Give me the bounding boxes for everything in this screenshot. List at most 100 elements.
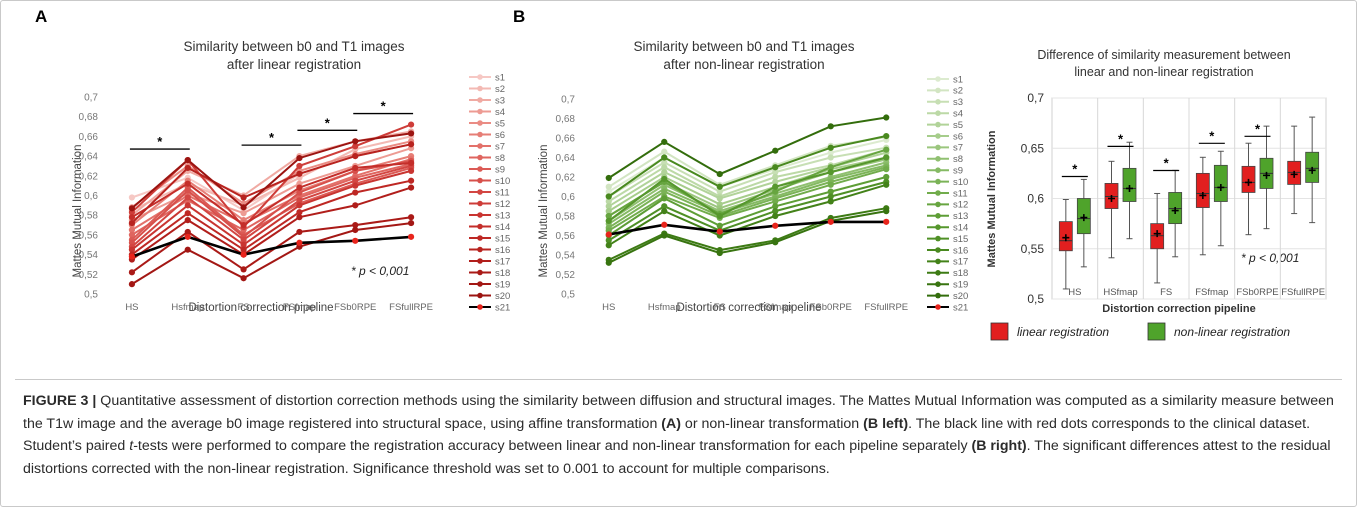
chart-a-legend-label-s14: s14 xyxy=(495,222,510,233)
chart-b-data-point-s2 xyxy=(605,183,612,190)
chart-a-y-tick-label: 0,56 xyxy=(79,230,99,241)
chart-b-data-point-s19 xyxy=(716,249,723,257)
chart-b-legend-marker-s6 xyxy=(935,133,941,139)
chart-a-y-tick-label: 0,68 xyxy=(79,112,99,123)
boxplot-nonlinear-HSfmap-mean-marker xyxy=(1126,184,1133,192)
chart-b-legend-label-s17: s17 xyxy=(953,257,968,268)
boxplot-nonlinear-FSfullRPE-mean-marker xyxy=(1308,166,1316,174)
boxplot-y-tick-label: 0,7 xyxy=(1027,91,1044,105)
chart-a-data-point-s13 xyxy=(407,167,415,174)
chart-b-data-point-s12 xyxy=(772,188,779,195)
chart-a-legend-label-s11: s11 xyxy=(495,187,510,198)
chart-b-series-line-s20 xyxy=(608,116,887,179)
boxplot-x-tick-label: HS xyxy=(1068,287,1081,298)
chart-a-series-line-s10 xyxy=(131,160,412,244)
chart-a-data-point-s16 xyxy=(296,170,303,177)
chart-b-legend-label-s2: s2 xyxy=(953,86,963,97)
chart-a-series-line-s15 xyxy=(131,179,412,256)
chart-b-data-point-s17 xyxy=(605,242,612,249)
caption-text-4: -tests were performed to compare the reg… xyxy=(133,438,972,454)
chart-a-data-point-s7 xyxy=(128,226,136,234)
chart-a-y-tick-label: 0,64 xyxy=(79,152,99,163)
chart-a-legend-marker-s9 xyxy=(477,166,483,172)
chart-b-data-point-s20 xyxy=(772,147,779,154)
chart-b-data-point-s12 xyxy=(883,146,890,153)
boxplot-x-tick-label: FS xyxy=(1160,287,1172,298)
chart-b-x-tick-label: FSfullRPE xyxy=(864,302,908,313)
chart-a-data-point-s12 xyxy=(407,121,415,128)
boxplot-title-line-1: Difference of similarity measurement bet… xyxy=(1037,48,1290,62)
chart-a-data-point-s10 xyxy=(296,189,303,196)
chart-a-legend-label-s10: s10 xyxy=(495,176,510,187)
chart-b-data-point-s17 xyxy=(827,198,834,205)
chart-a-series-line-s11 xyxy=(131,164,412,248)
chart-b-right-boxplot: Difference of similarity measurement bet… xyxy=(986,48,1327,341)
chart-b-data-point-s15 xyxy=(827,193,834,200)
chart-b-data-point-s4 xyxy=(772,173,779,181)
chart-b-data-point-s21 xyxy=(661,221,668,228)
chart-a-data-point-s10 xyxy=(184,187,191,194)
chart-b-data-point-s16 xyxy=(772,164,779,171)
boxplot-x-tick-label: HSfmap xyxy=(1103,287,1137,298)
chart-b-y-tick-label: 0,6 xyxy=(561,192,575,203)
chart-a-data-point-s21 xyxy=(296,239,303,246)
boxplot-x-tick-label: FSfullRPE xyxy=(1281,287,1325,298)
boxplot-linear-FSb0RPE-mean-marker xyxy=(1245,178,1252,186)
chart-b-legend: s1s2s3s4s5s6s7s8s9s10s11s12s13s14s15s16s… xyxy=(927,74,968,313)
chart-b-legend-marker-s8 xyxy=(935,156,941,162)
chart-a-data-point-s19 xyxy=(352,226,359,234)
boxplot-linear-FSfullRPE-mean-marker xyxy=(1290,170,1298,178)
chart-b-legend-marker-s20 xyxy=(935,292,941,299)
chart-a-legend-marker-s8 xyxy=(477,154,483,161)
chart-a-data-point-s14 xyxy=(407,159,415,167)
chart-b-data-point-s3 xyxy=(661,159,668,166)
chart-a-data-point-s14 xyxy=(352,164,359,172)
boxplot-nonlinear-FSfmap-box xyxy=(1213,164,1228,202)
chart-b-legend-label-s14: s14 xyxy=(953,223,968,234)
chart-b-series-line-s10 xyxy=(608,166,887,229)
chart-a-series-line-s17 xyxy=(131,186,412,261)
chart-b-series-line-s16 xyxy=(608,135,887,198)
chart-a-y-tick-label: 0,7 xyxy=(84,93,98,104)
chart-a-data-point-s14 xyxy=(184,180,191,187)
chart-b-data-point-s5 xyxy=(772,178,779,185)
chart-a-x-tick-label: FSfullRPE xyxy=(389,302,433,313)
boxplot-x-tick-label: FSb0RPE xyxy=(1236,287,1278,298)
chart-a-data-point-s21 xyxy=(240,251,247,258)
chart-b-data-point-s6 xyxy=(605,208,612,215)
chart-a-data-point-s21 xyxy=(184,233,191,240)
chart-b-series-line-s17 xyxy=(608,183,887,247)
chart-a-data-point-s15 xyxy=(296,209,303,216)
chart-b-legend-label-s10: s10 xyxy=(953,177,968,188)
chart-a-data-point-s14 xyxy=(128,214,136,221)
chart-a-data-point-s19 xyxy=(128,281,136,288)
chart-b-data-point-s15 xyxy=(605,237,612,244)
figure-caption: FIGURE 3 | Quantitative assessment of di… xyxy=(23,390,1339,480)
chart-b-series-line-s18 xyxy=(608,207,887,261)
chart-b-series-line-s19 xyxy=(608,210,887,264)
chart-a-data-point-s15 xyxy=(407,177,415,184)
chart-a-legend-marker-s14 xyxy=(477,223,483,230)
chart-a-significance-star: * xyxy=(325,115,331,130)
chart-a-series-line-s21 xyxy=(131,235,412,258)
chart-a-data-point-s19 xyxy=(184,246,191,253)
chart-b-series-line-s15 xyxy=(608,180,887,242)
chart-b-legend-marker-s17 xyxy=(935,258,941,265)
chart-b-data-point-s15 xyxy=(661,203,668,210)
caption-figure-label: FIGURE 3 | xyxy=(23,393,97,409)
chart-b-series-line-s3 xyxy=(608,146,887,198)
caption-divider xyxy=(15,379,1342,380)
chart-b-legend-label-s11: s11 xyxy=(953,188,968,199)
chart-b-y-tick-label: 0,58 xyxy=(556,212,576,223)
chart-b-legend-label-s5: s5 xyxy=(953,120,963,131)
chart-a-data-point-s13 xyxy=(352,182,359,189)
chart-a-x-tick-label: Hsfmap xyxy=(171,302,204,313)
chart-a-legend-label-s6: s6 xyxy=(495,130,505,141)
chart-b-legend-marker-s21 xyxy=(935,304,941,310)
chart-a-data-point-s13 xyxy=(184,202,191,209)
chart-b-data-point-s2 xyxy=(661,148,668,155)
chart-b-data-point-s16 xyxy=(883,132,890,140)
chart-a-legend-label-s15: s15 xyxy=(495,233,510,244)
chart-b-data-point-s13 xyxy=(716,222,723,229)
